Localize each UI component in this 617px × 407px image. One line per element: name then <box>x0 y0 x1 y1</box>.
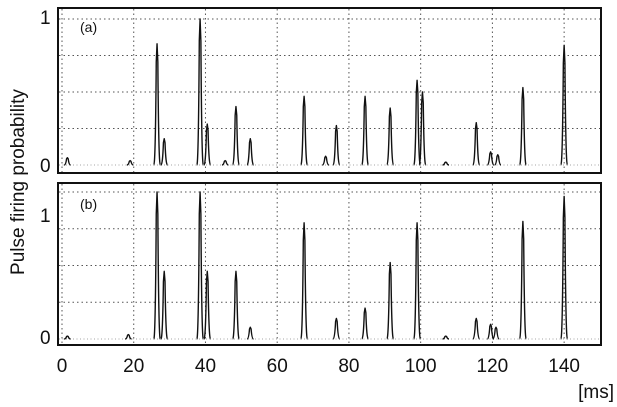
panel-b-frame <box>57 182 602 346</box>
panel-a-peak-5 <box>203 123 212 166</box>
panel-b-peak-12 <box>413 222 422 340</box>
panel-a-peak-19 <box>494 154 502 166</box>
panel-b-tag: (b) <box>80 196 97 212</box>
panel-a-peak-11 <box>332 124 341 166</box>
panel-a-peak-21 <box>560 44 569 166</box>
panel-b-peak-6 <box>232 270 240 340</box>
panel-b-ytick-0: 0 <box>40 328 51 349</box>
panel-b-grid <box>59 184 600 344</box>
x-tick-label-20: 20 <box>123 356 144 377</box>
panel-a-ytick-0: 0 <box>40 156 51 177</box>
panel-a-peak-6 <box>221 159 229 166</box>
panel-a-peak-3 <box>160 138 169 166</box>
panel-a-peak-18 <box>487 151 495 166</box>
panel-b-peak-1 <box>125 333 132 340</box>
panel-a-peak-7 <box>232 105 240 166</box>
panel-a-peak-20 <box>518 86 527 166</box>
panel-b-peak-4 <box>196 191 205 340</box>
panel-a-peak-8 <box>246 138 255 166</box>
panel-b-peak-11 <box>386 261 395 340</box>
panel-a-peak-1 <box>126 159 134 166</box>
panel-b-peak-5 <box>203 270 212 340</box>
panel-b-peak-9 <box>332 317 341 340</box>
panel-b-peak-2 <box>153 191 161 340</box>
panel-a-peak-16 <box>442 161 450 166</box>
y-axis-label: Pulse firing probability <box>8 89 29 275</box>
panel-a-peak-4 <box>196 18 205 166</box>
x-tick-labels: 0 20 40 60 80 100 120 140 <box>57 356 580 377</box>
x-tick-label-80: 80 <box>338 356 359 377</box>
panel-a-peak-15 <box>418 91 427 166</box>
panel-b: (b) 1 0 <box>40 182 602 349</box>
x-axis-unit: [ms] <box>578 382 614 403</box>
panel-a-peak-14 <box>413 79 422 166</box>
panel-a-peak-12 <box>361 95 369 166</box>
panel-b-peak-3 <box>160 270 169 340</box>
panel-b-peak-8 <box>300 222 309 340</box>
x-tick-label-40: 40 <box>195 356 216 377</box>
panel-b-peak-13 <box>442 335 450 340</box>
panel-a-peak-9 <box>300 95 309 166</box>
panel-a-peak-13 <box>386 107 395 166</box>
panel-b-peak-17 <box>518 220 527 340</box>
x-tick-label-100: 100 <box>405 356 437 377</box>
panel-a-ytick-1: 1 <box>40 8 51 29</box>
x-tick-label-0: 0 <box>57 356 68 377</box>
panel-a-peak-10 <box>322 155 330 166</box>
panel-a: (a) 1 0 <box>40 7 602 177</box>
panel-a-series <box>63 18 569 166</box>
x-tick-label-60: 60 <box>267 356 288 377</box>
panel-b-peak-15 <box>487 323 495 340</box>
panel-a-peak-17 <box>472 121 481 166</box>
panel-b-peak-7 <box>246 326 254 340</box>
panel-a-tag: (a) <box>80 19 97 35</box>
panel-b-peak-18 <box>560 195 569 340</box>
panel-b-peak-0 <box>64 335 71 340</box>
panel-b-peak-14 <box>472 317 480 340</box>
panel-b-ytick-1: 1 <box>40 206 51 227</box>
panel-b-series <box>64 191 569 340</box>
panel-b-peak-16 <box>492 326 500 340</box>
panel-a-frame <box>57 7 602 174</box>
x-tick-label-120: 120 <box>477 356 509 377</box>
panel-b-peak-10 <box>361 307 369 340</box>
panel-a-peak-2 <box>153 43 161 166</box>
x-tick-label-140: 140 <box>548 356 580 377</box>
panel-a-peak-0 <box>63 157 71 166</box>
